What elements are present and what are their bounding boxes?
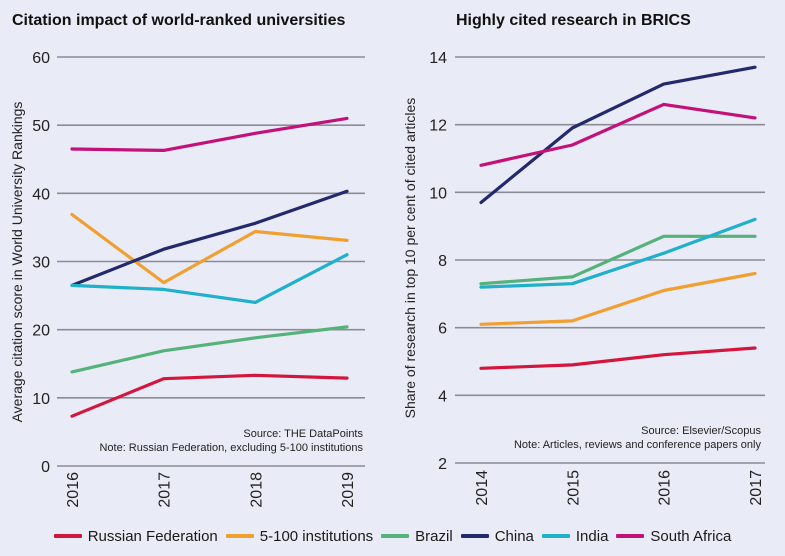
- grid-lines: [455, 56, 765, 464]
- legend-label: South Africa: [650, 527, 732, 545]
- y-tick-label: 4: [438, 388, 447, 405]
- x-tick-label: 2019: [340, 472, 357, 508]
- series-line-india: [70, 253, 349, 304]
- x-tick-labels: 2014 2015 2016 2017: [474, 470, 765, 506]
- legend-swatch: [541, 534, 570, 538]
- series-line-russian-federation: [479, 346, 757, 370]
- y-axis-title: Average citation score in World Universi…: [9, 102, 25, 423]
- series-line-south-africa: [70, 116, 349, 152]
- legend-swatch: [381, 534, 410, 538]
- y-tick-label: 6: [438, 321, 447, 338]
- legend-label: China: [494, 527, 534, 545]
- y-tick-label: 60: [32, 50, 50, 67]
- legend-label: India: [575, 527, 609, 545]
- legend: Russian Federation 5-100 institutions Braz…: [0, 524, 785, 548]
- footnote: Note: Russian Federation, excluding 5-10…: [99, 442, 363, 454]
- x-tick-label: 2016: [65, 472, 82, 508]
- legend-swatch: [225, 534, 254, 538]
- y-tick-label: 8: [438, 253, 447, 270]
- legend-label: 5-100 institutions: [259, 527, 374, 545]
- y-tick-label: 12: [429, 118, 447, 135]
- y-tick-label: 2: [438, 456, 447, 473]
- legend-label: Brazil: [415, 527, 453, 545]
- chart-title: Citation impact of world-ranked universi…: [12, 12, 345, 29]
- legend-label: Russian Federation: [87, 527, 218, 545]
- legend-swatch: [53, 534, 82, 538]
- y-axis-title: Share of research in top 10 per cent of …: [402, 98, 418, 419]
- series-line-5-100-institutions: [479, 271, 757, 326]
- legend-swatch: [616, 534, 645, 538]
- series-line-india: [479, 217, 757, 289]
- legend-item-russian-federation: Russian Federation: [53, 527, 218, 545]
- source-note: Source: THE DataPoints: [243, 428, 363, 440]
- chart-title: Highly cited research in BRICS: [456, 12, 691, 29]
- legend-item-india: India: [541, 527, 609, 545]
- y-tick-label: 10: [429, 185, 447, 202]
- legend-item-brazil: Brazil: [381, 528, 453, 545]
- y-tick-label: 20: [32, 323, 50, 340]
- y-tick-label: 50: [32, 118, 50, 135]
- legend-item-china: China: [460, 527, 534, 545]
- y-tick-label: 30: [32, 255, 50, 272]
- series-line-russian-federation: [70, 373, 349, 418]
- source-note: Source: Elsevier/Scopus: [641, 425, 761, 437]
- series-lines: [479, 65, 757, 370]
- series-line-south-africa: [479, 102, 757, 167]
- footnote: Note: Articles, reviews and conference p…: [514, 439, 762, 451]
- x-tick-label: 2016: [657, 470, 674, 506]
- legend-item-south-africa: South Africa: [616, 528, 731, 545]
- series-lines: [70, 116, 349, 418]
- y-tick-label: 10: [32, 391, 50, 408]
- grid-lines: [57, 56, 365, 467]
- series-line-brazil: [70, 325, 349, 374]
- x-tick-label: 2015: [565, 470, 582, 506]
- y-tick-label: 40: [32, 186, 50, 203]
- x-tick-label: 2018: [248, 472, 265, 508]
- series-line-china: [479, 65, 757, 205]
- x-tick-label: 2017: [157, 472, 174, 508]
- brics-research-chart: Highly cited research in BRICS 2 4 6 8 10 12 1…: [402, 12, 765, 506]
- y-tick-label: 0: [41, 459, 50, 476]
- x-tick-labels: 2016 2017 2018 2019: [65, 472, 357, 508]
- citation-impact-chart: Citation impact of world-ranked universi…: [9, 12, 365, 508]
- x-tick-label: 2014: [474, 470, 491, 506]
- y-tick-label: 14: [429, 50, 447, 67]
- legend-swatch: [460, 534, 489, 538]
- legend-item-5-100-institutions: 5-100 institutions: [225, 527, 374, 545]
- y-tick-labels: 2 4 6 8 10 12 14: [429, 50, 447, 473]
- series-line-china: [70, 189, 349, 287]
- y-tick-labels: 0 10 20 30 40 50 60: [32, 50, 50, 476]
- x-tick-label: 2017: [748, 470, 765, 506]
- series-line-5-100-institutions: [70, 212, 349, 285]
